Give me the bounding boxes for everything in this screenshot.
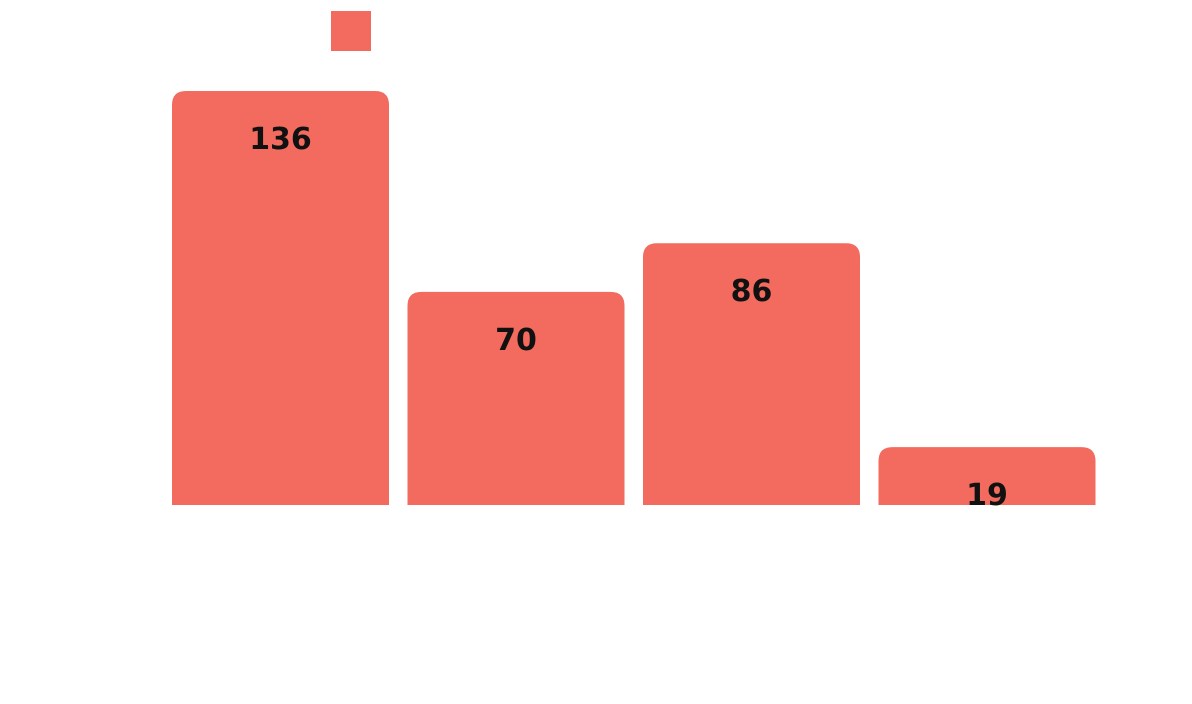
bar-value-label-3: 86 bbox=[731, 274, 773, 309]
bar-value-label-2: 70 bbox=[495, 323, 537, 358]
bar-value-label-4: 19 bbox=[966, 478, 1008, 513]
data-labels-group: 136 70 86 19 bbox=[249, 122, 1008, 513]
legend bbox=[331, 11, 371, 51]
bar-3 bbox=[643, 243, 860, 506]
bar-2 bbox=[407, 291, 625, 505]
bar-4 bbox=[878, 447, 1096, 505]
legend-swatch bbox=[331, 11, 371, 51]
bar-1 bbox=[172, 91, 389, 505]
bar-value-label-1: 136 bbox=[249, 122, 312, 157]
bars-group bbox=[172, 91, 1096, 506]
